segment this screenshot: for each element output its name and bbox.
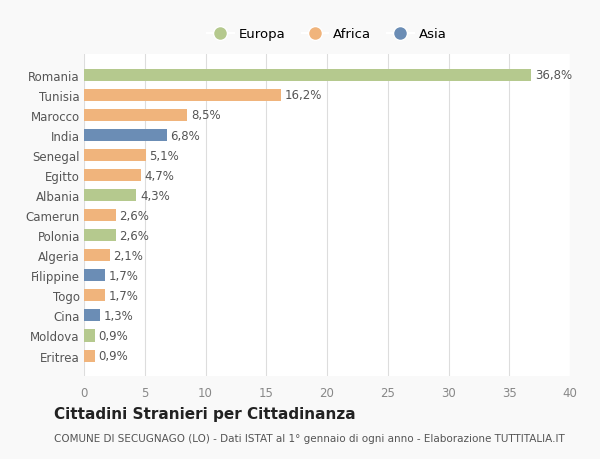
Text: 1,7%: 1,7% <box>109 289 138 302</box>
Text: Cittadini Stranieri per Cittadinanza: Cittadini Stranieri per Cittadinanza <box>54 406 356 421</box>
Bar <box>84 110 187 122</box>
Bar <box>84 190 136 202</box>
Bar <box>84 290 104 302</box>
Bar <box>84 270 104 282</box>
Bar <box>84 210 116 222</box>
Text: 36,8%: 36,8% <box>535 69 572 82</box>
Text: 5,1%: 5,1% <box>149 149 179 162</box>
Bar <box>84 170 141 182</box>
Text: COMUNE DI SECUGNAGO (LO) - Dati ISTAT al 1° gennaio di ogni anno - Elaborazione : COMUNE DI SECUGNAGO (LO) - Dati ISTAT al… <box>54 433 565 442</box>
Text: 2,1%: 2,1% <box>113 249 143 262</box>
Text: 16,2%: 16,2% <box>284 89 322 102</box>
Bar <box>84 350 95 362</box>
Text: 4,3%: 4,3% <box>140 189 170 202</box>
Bar <box>84 130 167 142</box>
Bar <box>84 250 110 262</box>
Text: 2,6%: 2,6% <box>119 209 149 222</box>
Text: 0,9%: 0,9% <box>98 329 128 342</box>
Bar <box>84 330 95 342</box>
Text: 8,5%: 8,5% <box>191 109 221 122</box>
Text: 1,7%: 1,7% <box>109 269 138 282</box>
Text: 6,8%: 6,8% <box>170 129 200 142</box>
Bar <box>84 70 531 82</box>
Bar <box>84 90 281 102</box>
Text: 1,3%: 1,3% <box>103 309 133 322</box>
Bar <box>84 150 146 162</box>
Text: 0,9%: 0,9% <box>98 349 128 362</box>
Text: 4,7%: 4,7% <box>145 169 175 182</box>
Text: 2,6%: 2,6% <box>119 229 149 242</box>
Legend: Europa, Africa, Asia: Europa, Africa, Asia <box>202 23 452 47</box>
Bar <box>84 230 116 242</box>
Bar <box>84 310 100 322</box>
